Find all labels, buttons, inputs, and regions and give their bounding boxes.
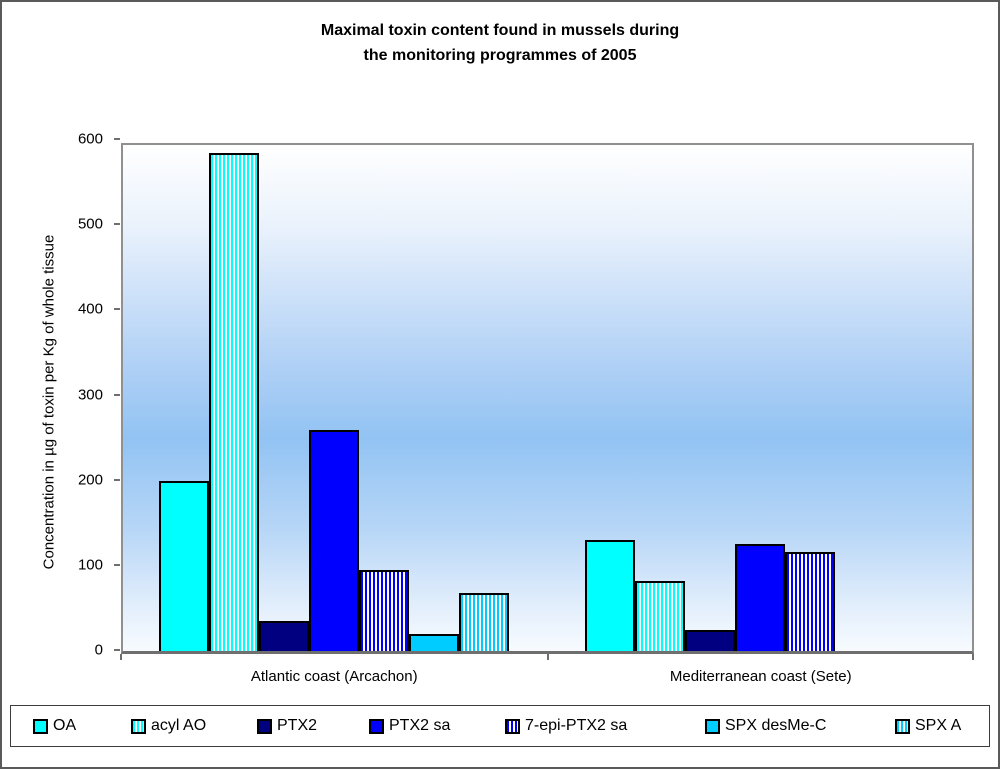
legend-item-ptx2-sa: PTX2 sa	[369, 717, 450, 735]
legend-label: acyl AO	[151, 717, 207, 734]
legend-item-spx-a: SPX A	[895, 717, 961, 735]
legend-label: SPX desMe-C	[725, 717, 827, 734]
y-tick-label: 500	[77, 215, 103, 233]
legend-swatch	[369, 718, 384, 734]
legend-item-spx-desme-c: SPX desMe-C	[705, 717, 826, 735]
bar-acyl-ao	[209, 152, 259, 651]
legend-label: OA	[53, 717, 77, 734]
y-tick-mark	[114, 223, 120, 226]
legend-item-ptx2: PTX2	[257, 717, 317, 735]
legend-item-7-epi-ptx2-sa: 7-epi-PTX2 sa	[505, 717, 627, 735]
y-tick-label: 0	[94, 641, 103, 659]
legend-swatch	[705, 718, 720, 734]
x-axis-tick-left	[120, 654, 122, 660]
legend-swatch	[505, 718, 520, 734]
bar-oa	[585, 540, 635, 651]
x-axis-tick-right	[972, 654, 974, 660]
legend-label: PTX2 sa	[389, 717, 451, 734]
legend-swatch	[33, 718, 48, 734]
bar-ptx2-sa	[735, 543, 785, 651]
chart-title-line1: Maximal toxin content found in mussels d…	[320, 22, 680, 39]
y-tick-mark	[114, 649, 120, 651]
bar-group-atlantic	[159, 152, 509, 651]
y-tick-label: 100	[77, 556, 103, 574]
bar-group-mediterranean	[585, 540, 835, 651]
y-tick-mark	[114, 138, 120, 140]
y-tick-label: 300	[77, 386, 103, 403]
x-axis-category-labels: Atlantic coast (Arcachon) Mediterranean …	[121, 668, 974, 685]
bar-ptx2	[259, 621, 309, 651]
y-tick-mark	[114, 393, 120, 396]
legend-swatch	[895, 718, 910, 734]
bar-ptx2-sa	[309, 429, 359, 651]
chart-title-line2: the monitoring programmes of 2005	[363, 47, 637, 64]
bar-spx-a	[459, 593, 509, 651]
bar-7-epi-ptx2-sa	[785, 552, 835, 651]
y-tick-label: 400	[77, 300, 103, 318]
y-tick-mark	[114, 563, 120, 566]
bar-ptx2	[685, 629, 735, 651]
legend-swatch	[257, 718, 272, 734]
y-tick-label: 200	[77, 471, 103, 489]
legend: OA acyl AO PTX2 PTX2 sa 7-epi-PTX2 sa SPX des…	[10, 705, 990, 747]
legend-swatch	[131, 718, 146, 734]
x-axis-tick-middle	[547, 654, 549, 660]
legend-label: SPX A	[915, 717, 962, 734]
y-tick-mark	[114, 308, 120, 311]
bar-7-epi-ptx2-sa	[359, 570, 409, 651]
legend-label: 7-epi-PTX2 sa	[525, 717, 628, 734]
bar-acyl-ao	[635, 581, 685, 651]
category-label-mediterranean: Mediterranean coast (Sete)	[669, 668, 852, 685]
chart-title: Maximal toxin content found in mussels d…	[2, 18, 998, 68]
bar-oa	[159, 480, 209, 651]
category-label-atlantic: Atlantic coast (Arcachon)	[250, 668, 418, 685]
legend-label: PTX2	[277, 717, 318, 734]
plot-area	[121, 143, 974, 654]
legend-item-oa: OA	[33, 717, 76, 735]
y-tick-label: 600	[77, 130, 103, 148]
y-tick-mark	[114, 478, 120, 481]
legend-item-acyl-ao: acyl AO	[131, 717, 206, 735]
y-axis-title: Concentration in µg of toxin per Kg of w…	[40, 234, 58, 570]
bar-spx-desme-c	[409, 633, 459, 651]
